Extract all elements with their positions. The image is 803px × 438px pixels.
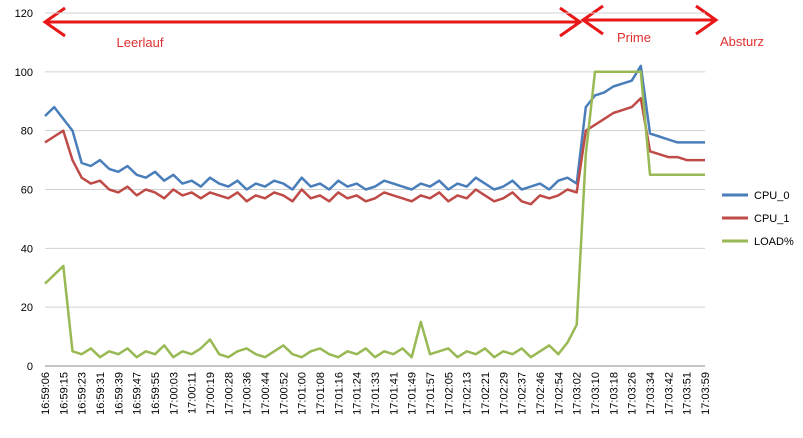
arrows <box>42 4 719 38</box>
annotation: Absturz <box>720 34 764 49</box>
x-tick-label: 16:59:23 <box>77 372 89 415</box>
y-tick-label: 60 <box>21 185 33 197</box>
annotation: Prime <box>617 30 651 45</box>
x-tick-label: 17:03:10 <box>590 372 602 415</box>
legend-label: LOAD% <box>754 236 794 248</box>
x-tick-label: 17:02:05 <box>443 372 455 415</box>
series-line <box>44 97 705 206</box>
y-tick-label: 100 <box>15 67 33 79</box>
x-tick-label: 17:00:28 <box>223 372 235 415</box>
x-tick-label: 17:03:34 <box>645 372 657 415</box>
x-tick-label: 17:02:54 <box>553 372 565 415</box>
x-tick-label: 17:03:59 <box>700 372 712 415</box>
x-tick-label: 17:00:11 <box>187 372 199 414</box>
x-tick-label: 17:01:24 <box>352 372 364 415</box>
y-tick-label: 80 <box>21 126 33 138</box>
x-tick-label: 17:03:18 <box>608 372 620 415</box>
y-tick-label: 20 <box>21 302 33 314</box>
y-tick-label: 120 <box>15 8 33 20</box>
x-tick-label: 17:03:42 <box>663 372 675 415</box>
y-tick-label: 0 <box>27 361 33 373</box>
legend-label: CPU_1 <box>754 213 789 225</box>
x-tick-label: 17:01:57 <box>425 372 437 415</box>
x-tick-label: 17:02:37 <box>517 372 529 415</box>
x-tick-label: 17:01:00 <box>297 372 309 415</box>
x-tick-label: 16:59:47 <box>132 372 144 415</box>
x-tick-label: 17:02:29 <box>498 372 510 415</box>
x-tick-label: 17:00:36 <box>242 372 254 415</box>
legend-label: CPU_0 <box>754 190 789 202</box>
x-tick-label: 16:59:31 <box>95 372 107 415</box>
x-tick-label: 17:00:52 <box>278 372 290 415</box>
x-tick-label: 17:03:51 <box>682 372 694 415</box>
x-tick-label: 16:59:15 <box>58 372 70 415</box>
x-tick-label: 17:02:46 <box>535 372 547 415</box>
x-tick-label: 17:00:19 <box>205 372 217 415</box>
x-tick-label: 17:00:44 <box>260 372 272 415</box>
x-tick-label: 17:02:13 <box>462 372 474 415</box>
x-tick-label: 17:00:03 <box>168 372 180 415</box>
x-tick-label: 16:59:06 <box>40 372 52 415</box>
x-tick-label: 17:01:33 <box>370 372 382 415</box>
x-tick-label: 17:01:41 <box>388 372 400 415</box>
x-tick-label: 17:03:02 <box>572 372 584 415</box>
x-tick-label: 16:59:55 <box>150 372 162 415</box>
series-line <box>44 70 705 359</box>
x-tick-label: 16:59:39 <box>113 372 125 415</box>
x-tick-label: 17:03:26 <box>627 372 639 415</box>
x-tick-label: 17:01:49 <box>407 372 419 415</box>
x-tick-label: 17:01:16 <box>333 372 345 415</box>
y-tick-label: 40 <box>21 243 33 255</box>
annotation: Leerlauf <box>117 35 164 50</box>
x-tick-label: 17:02:21 <box>480 372 492 415</box>
x-tick-label: 17:01:08 <box>315 372 327 415</box>
series-line <box>44 64 705 191</box>
